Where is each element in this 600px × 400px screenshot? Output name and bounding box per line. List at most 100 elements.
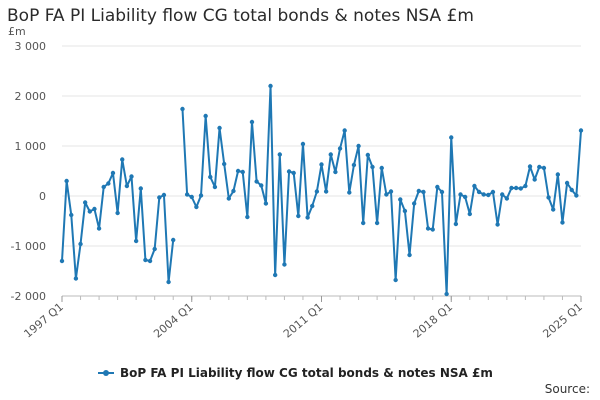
data-point — [319, 162, 324, 167]
data-point — [421, 189, 426, 195]
data-point — [226, 196, 232, 201]
data-point — [337, 146, 343, 151]
legend-label: BoP FA PI Liability flow CG total bonds … — [120, 366, 493, 380]
data-point — [472, 183, 477, 189]
data-point — [221, 161, 227, 167]
data-point — [379, 165, 384, 171]
y-tick-label: -1 000 — [11, 240, 46, 253]
data-point — [416, 188, 422, 194]
data-point — [374, 220, 380, 226]
data-point — [500, 192, 505, 197]
data-point — [245, 214, 250, 220]
y-tick-label: 1 000 — [15, 140, 47, 153]
data-point — [490, 189, 496, 195]
data-point — [286, 169, 292, 174]
data-point — [384, 192, 389, 197]
data-point — [259, 183, 264, 188]
data-point — [161, 192, 167, 198]
data-point — [282, 262, 287, 267]
data-point — [296, 213, 301, 219]
data-point — [101, 184, 106, 190]
data-point — [546, 195, 551, 200]
data-point — [171, 237, 176, 243]
x-tick-label: 2018 Q1 — [411, 300, 455, 340]
data-point — [272, 272, 278, 278]
data-point — [64, 178, 69, 184]
data-point — [323, 189, 329, 194]
data-point — [194, 204, 199, 210]
data-point — [388, 189, 394, 194]
data-point — [407, 252, 412, 258]
data-point — [555, 172, 561, 177]
data-point — [147, 258, 153, 264]
data-point — [129, 174, 134, 179]
data-point — [143, 257, 148, 263]
data-point — [574, 193, 579, 198]
data-point — [240, 169, 245, 175]
gridlines — [62, 45, 581, 297]
data-point — [398, 197, 403, 202]
data-point — [166, 279, 171, 285]
data-point — [458, 192, 463, 197]
data-point — [300, 141, 306, 147]
data-point — [115, 210, 120, 216]
data-point — [157, 195, 162, 200]
data-point — [152, 246, 157, 252]
data-point — [249, 119, 255, 125]
series-group — [59, 83, 584, 297]
data-point — [82, 200, 88, 205]
data-point — [560, 220, 565, 225]
data-point — [73, 276, 79, 281]
data-point — [569, 187, 574, 193]
data-point — [110, 170, 116, 176]
data-point — [189, 194, 194, 200]
data-point — [328, 152, 333, 157]
data-point — [509, 185, 514, 191]
data-point — [370, 164, 375, 170]
data-point — [486, 192, 491, 198]
data-point — [527, 164, 533, 169]
data-point — [430, 227, 435, 232]
data-point — [361, 220, 366, 226]
chart-title: BoP FA PI Liability flow CG total bonds … — [7, 6, 474, 26]
data-point — [402, 208, 408, 214]
data-point — [310, 203, 315, 209]
data-point — [120, 157, 125, 162]
y-axis: £m -2 000 -1 000 0 1 000 2 000 3 000 — [8, 25, 46, 303]
data-point — [449, 135, 454, 140]
data-point — [342, 128, 347, 133]
data-point — [550, 207, 556, 212]
data-point — [133, 238, 139, 244]
x-tick-label: 2004 Q1 — [151, 300, 195, 340]
data-point — [541, 165, 547, 171]
data-point — [518, 186, 523, 191]
data-point — [277, 152, 282, 157]
x-tick-label: 1997 Q1 — [21, 300, 65, 340]
data-point — [87, 209, 93, 214]
data-point — [351, 162, 357, 168]
data-point — [263, 201, 269, 206]
data-point — [124, 183, 130, 189]
data-point — [532, 177, 537, 182]
y-tick-label: -2 000 — [11, 290, 46, 303]
data-point — [198, 193, 204, 198]
y-unit-label: £m — [8, 25, 26, 38]
data-point — [333, 169, 338, 175]
x-tick-label: 2025 Q1 — [540, 300, 584, 340]
data-point — [411, 201, 417, 206]
x-tick-label: 2011 Q1 — [281, 300, 325, 340]
y-tick-label: 3 000 — [15, 40, 47, 53]
data-point — [291, 170, 296, 176]
data-point — [314, 189, 320, 194]
data-point — [138, 186, 143, 191]
data-point — [231, 188, 236, 194]
data-point — [481, 192, 486, 197]
data-point — [444, 291, 449, 297]
data-point — [356, 143, 361, 149]
data-point — [462, 194, 468, 200]
data-point — [96, 226, 102, 231]
data-point — [69, 212, 74, 218]
data-point — [564, 180, 570, 186]
data-point — [393, 277, 398, 283]
